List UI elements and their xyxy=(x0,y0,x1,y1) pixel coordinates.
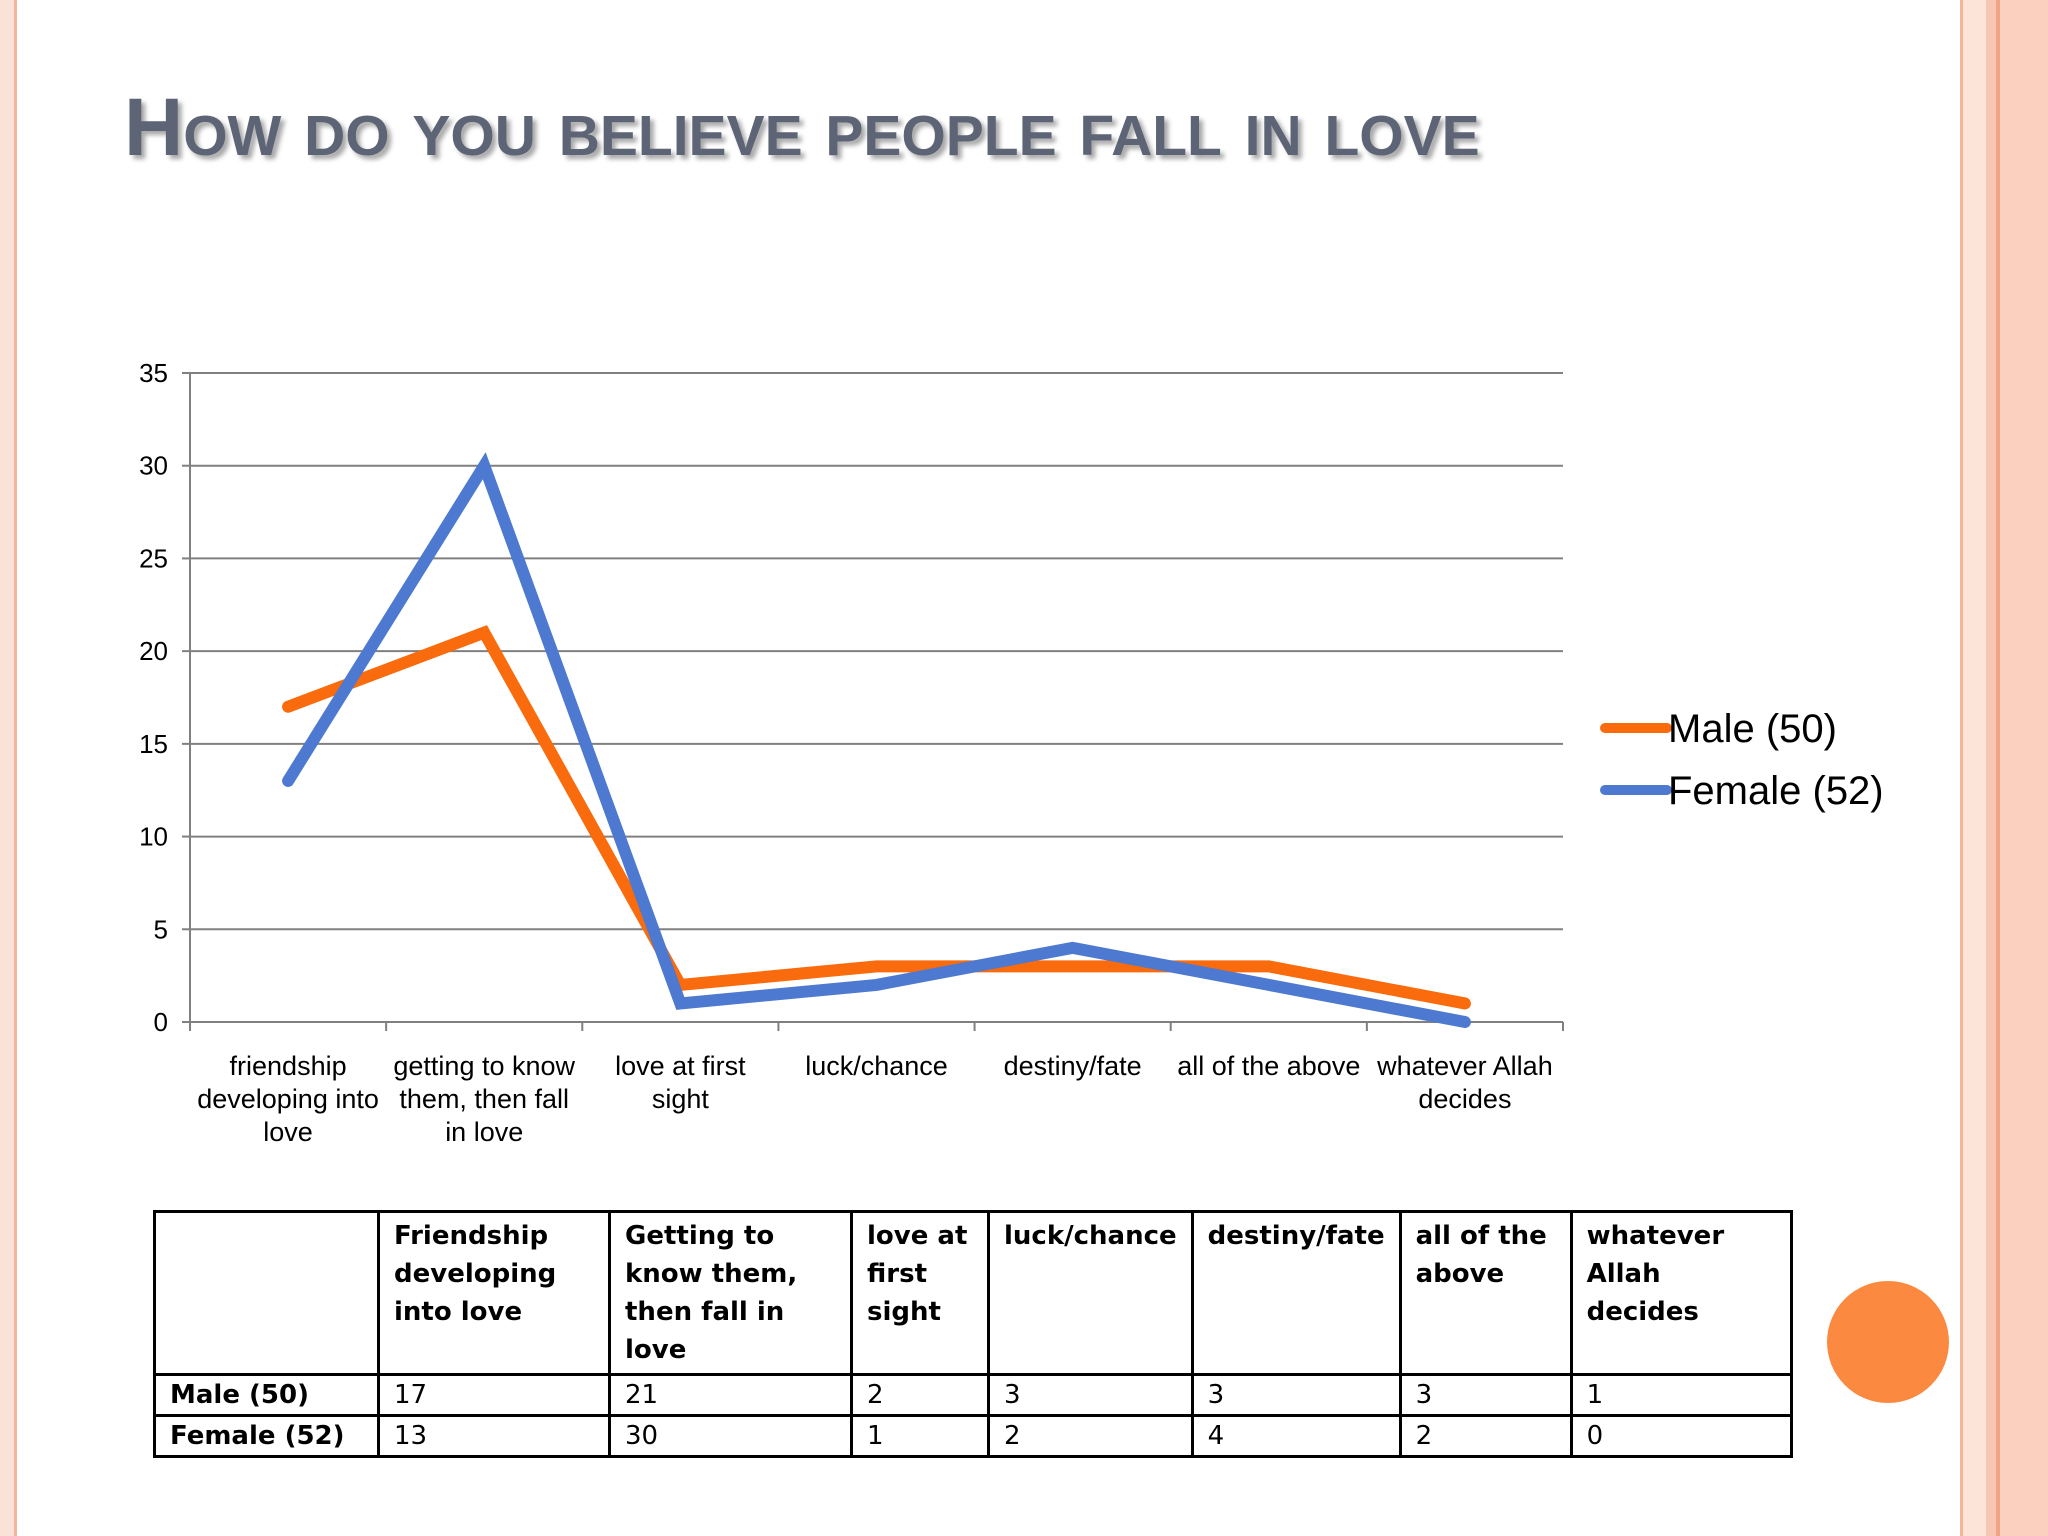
table-row-label: Female (52) xyxy=(153,1414,380,1458)
x-tick-label-line: getting to know xyxy=(393,1051,575,1081)
left-border xyxy=(0,0,14,1536)
x-tick-label-line: all of the above xyxy=(1177,1051,1360,1081)
table-header-cell: Friendship developing into love xyxy=(377,1210,611,1376)
x-tick-label-line: love xyxy=(263,1117,313,1147)
x-tick-label-line: in love xyxy=(445,1117,523,1147)
x-tick-label-line: them, then fall xyxy=(399,1084,569,1114)
table-cell: 2 xyxy=(987,1414,1194,1458)
table-cell: 1 xyxy=(1569,1373,1793,1417)
table-cell: 13 xyxy=(377,1414,611,1458)
x-tick-label: love at first sight xyxy=(615,1051,746,1114)
legend-label: Male (50) xyxy=(1668,707,1837,751)
table-row: Female (52) 13 30 1 2 4 2 0 xyxy=(153,1414,1793,1458)
table-header-row: Friendship developing into love Getting … xyxy=(153,1210,1793,1376)
x-tick-label-line: friendship xyxy=(230,1051,347,1081)
slide-title: How do you believe people fall in love xyxy=(124,82,1480,173)
x-tick-label-line: destiny/fate xyxy=(1004,1051,1142,1081)
line-chart: 0 5 10 15 20 25 30 35 friendship developing into… xyxy=(139,358,1884,1147)
x-tick-label: friendship developing into love xyxy=(197,1051,379,1147)
table-cell: 30 xyxy=(608,1414,853,1458)
table-header-cell: love at first sight xyxy=(850,1210,990,1376)
table-cell: 2 xyxy=(850,1373,990,1417)
x-tick-label: whatever Allah decides xyxy=(1376,1051,1553,1114)
data-table: Friendship developing into love Getting … xyxy=(153,1210,1793,1458)
table-header-cell xyxy=(153,1210,380,1376)
table-header-cell: Getting to know them, then fall in love xyxy=(608,1210,853,1376)
chart-legend: Male (50) Female (52) xyxy=(1600,707,1884,813)
x-tick-label: getting to know them, then fall in love xyxy=(393,1051,575,1147)
left-border-line xyxy=(14,0,17,1536)
x-tick-label-line: decides xyxy=(1418,1084,1511,1114)
x-tick-label-line: love at first xyxy=(615,1051,746,1081)
y-tick-label: 10 xyxy=(139,822,168,852)
x-tick-label: all of the above xyxy=(1177,1051,1360,1081)
table-row: Male (50) 17 21 2 3 3 3 1 xyxy=(153,1373,1793,1417)
right-border-band xyxy=(2000,0,2048,1536)
table-cell: 17 xyxy=(377,1373,611,1417)
table-row-label: Male (50) xyxy=(153,1373,380,1417)
y-tick-label: 30 xyxy=(139,451,168,481)
x-tick-label-line: sight xyxy=(652,1084,710,1114)
y-tick-label: 5 xyxy=(154,914,168,944)
y-tick-label: 20 xyxy=(139,636,168,666)
series-line-male xyxy=(282,625,1471,1010)
right-border-band xyxy=(1960,0,1963,1536)
right-border-band xyxy=(1996,0,2000,1536)
x-tick-label: luck/chance xyxy=(805,1051,948,1081)
table-cell: 3 xyxy=(1398,1373,1573,1417)
y-tick-label: 25 xyxy=(139,543,168,573)
table-header-cell: whatever Allah decides xyxy=(1569,1210,1793,1376)
table-header-cell: luck/chance xyxy=(987,1210,1194,1376)
table-cell: 4 xyxy=(1190,1414,1402,1458)
chart-grid xyxy=(190,372,1563,931)
table-cell: 3 xyxy=(1190,1373,1402,1417)
table-header-cell: destiny/fate xyxy=(1190,1210,1402,1376)
y-tick-label: 35 xyxy=(139,358,168,388)
x-tick-label-line: whatever Allah xyxy=(1376,1051,1553,1081)
table-cell: 1 xyxy=(850,1414,990,1458)
legend-label: Female (52) xyxy=(1668,769,1884,813)
y-tick-labels: 0 5 10 15 20 25 30 35 xyxy=(139,358,168,1037)
table-cell: 0 xyxy=(1569,1414,1793,1458)
right-border-band xyxy=(1963,0,1986,1536)
x-tick-label-line: developing into xyxy=(197,1084,379,1114)
table-cell: 3 xyxy=(987,1373,1194,1417)
y-tick-label: 15 xyxy=(139,729,168,759)
chart-axes xyxy=(182,372,1564,1031)
table-cell: 21 xyxy=(608,1373,853,1417)
right-border-band xyxy=(1986,0,1996,1536)
x-tick-label-line: luck/chance xyxy=(805,1051,948,1081)
decorative-circle xyxy=(1827,1281,1949,1403)
series-lines xyxy=(282,452,1471,1028)
table-cell: 2 xyxy=(1398,1414,1573,1458)
table-header-cell: all of the above xyxy=(1398,1210,1573,1376)
x-tick-label: destiny/fate xyxy=(1004,1051,1142,1081)
y-tick-label: 0 xyxy=(154,1007,168,1037)
